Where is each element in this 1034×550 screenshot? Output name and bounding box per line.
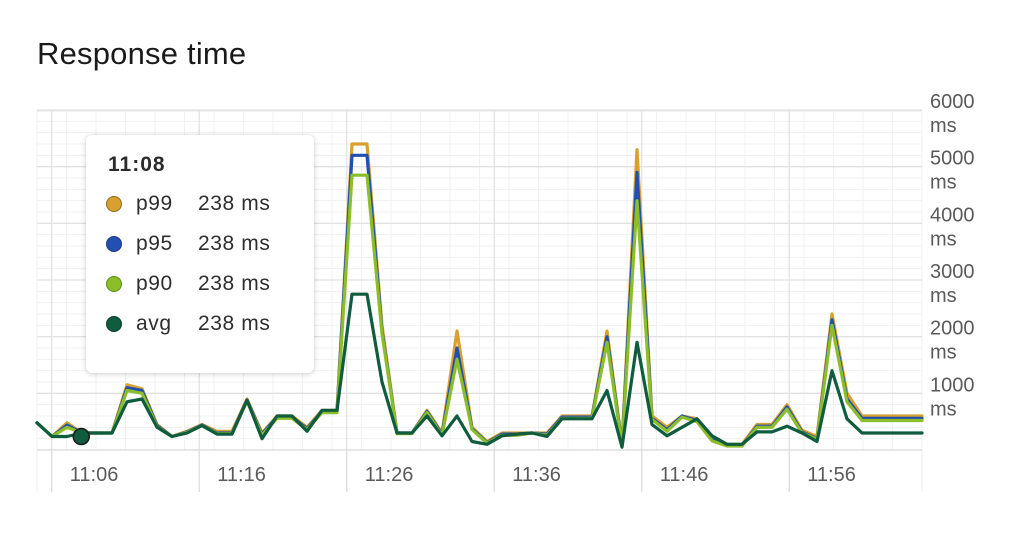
y-tick-label: 5000 bbox=[930, 148, 975, 170]
tooltip-series-name: p99 bbox=[136, 192, 173, 215]
y-tick-label: 2000 bbox=[930, 318, 975, 340]
tooltip-series-name: avg bbox=[136, 312, 172, 335]
tooltip-series-value: 238 ms bbox=[198, 272, 271, 295]
avg-legend-dot bbox=[106, 316, 122, 332]
chart-hover-marker bbox=[72, 427, 90, 446]
y-tick-label-unit: ms bbox=[930, 285, 957, 307]
p99-legend-dot bbox=[106, 196, 122, 212]
chart-series-lines bbox=[35, 142, 924, 449]
tooltip-row-p90: p90 238 ms bbox=[106, 271, 270, 297]
y-tick-label-unit: ms bbox=[930, 228, 957, 250]
x-tick-label: 11:36 bbox=[512, 464, 561, 486]
y-tick-label: 6000 bbox=[930, 91, 975, 113]
y-tick-label: 1000 bbox=[930, 374, 975, 396]
tooltip-row-p99: p99 238 ms bbox=[106, 191, 270, 217]
x-tick-label: 11:06 bbox=[70, 464, 119, 486]
y-tick-label: 4000 bbox=[930, 204, 975, 226]
x-tick-label: 11:46 bbox=[660, 464, 709, 486]
x-tick-label: 11:56 bbox=[807, 464, 856, 486]
chart-tick-labels: 1000ms2000ms3000ms4000ms5000ms6000ms11:0… bbox=[70, 91, 975, 486]
hover-point-marker bbox=[72, 427, 90, 446]
y-tick-label: 3000 bbox=[930, 261, 975, 283]
tooltip-series-name: p90 bbox=[136, 272, 173, 295]
tooltip-row-p95: p95 238 ms bbox=[106, 231, 270, 257]
y-tick-label-unit: ms bbox=[930, 398, 957, 420]
y-tick-label-unit: ms bbox=[930, 115, 957, 137]
x-tick-label: 11:16 bbox=[217, 464, 266, 486]
tooltip-series-value: 238 ms bbox=[198, 232, 271, 255]
chart-tooltip: 11:08 p99 238 ms p95 238 ms p90 238 ms a… bbox=[86, 135, 314, 373]
p95-legend-dot bbox=[106, 236, 122, 252]
x-tick-label: 11:26 bbox=[365, 464, 414, 486]
y-tick-label-unit: ms bbox=[930, 172, 957, 194]
tooltip-series-name: p95 bbox=[136, 232, 173, 255]
tooltip-time: 11:08 bbox=[108, 153, 166, 176]
y-tick-label-unit: ms bbox=[930, 342, 957, 364]
tooltip-series-value: 238 ms bbox=[198, 312, 271, 335]
series-line-avg bbox=[35, 292, 924, 449]
chart-title: Response time bbox=[37, 36, 247, 71]
tooltip-series-value: 238 ms bbox=[198, 192, 271, 215]
p90-legend-dot bbox=[106, 276, 122, 292]
tooltip-row-avg: avg 238 ms bbox=[106, 311, 270, 337]
